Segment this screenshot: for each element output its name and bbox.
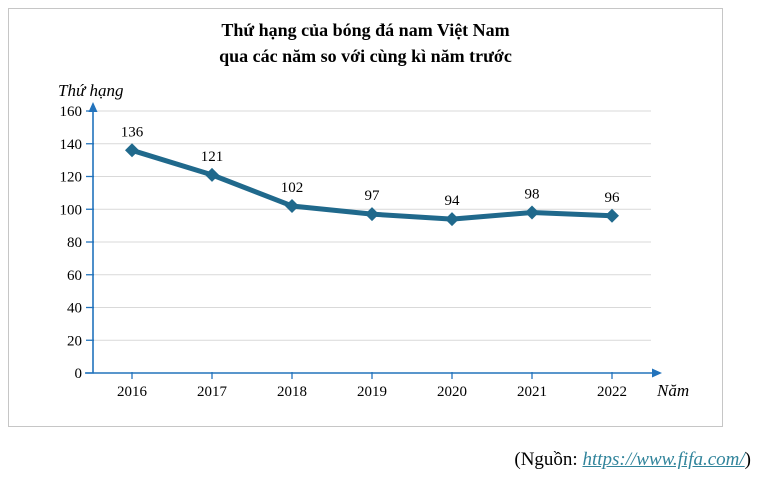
chart-container: Thứ hạng của bóng đá nam Việt Nam qua cá… bbox=[8, 8, 723, 427]
data-point-label: 97 bbox=[365, 188, 381, 204]
data-point-label: 94 bbox=[445, 193, 461, 209]
data-point-label: 121 bbox=[201, 149, 224, 165]
x-axis-arrow bbox=[652, 368, 662, 378]
data-point-marker bbox=[605, 208, 619, 223]
x-axis-title: Năm bbox=[656, 381, 689, 400]
y-tick-label: 60 bbox=[67, 268, 82, 284]
y-tick-label: 40 bbox=[67, 301, 82, 317]
year-label: 2022 bbox=[597, 384, 627, 400]
y-tick-label: 20 bbox=[67, 333, 82, 349]
source-caption: (Nguồn: https://www.fifa.com/) bbox=[514, 449, 751, 471]
y-tick-label: 0 bbox=[75, 366, 83, 382]
source-prefix: (Nguồn: bbox=[514, 449, 583, 470]
year-label: 2017 bbox=[197, 384, 228, 400]
source-link[interactable]: https://www.fifa.com/ bbox=[582, 449, 745, 470]
y-tick-label: 160 bbox=[60, 104, 83, 120]
data-point-marker bbox=[525, 205, 539, 220]
year-label: 2016 bbox=[117, 384, 148, 400]
data-point-marker bbox=[445, 212, 459, 227]
data-point-label: 102 bbox=[281, 180, 304, 196]
data-point-label: 136 bbox=[121, 124, 144, 140]
y-axis-arrow bbox=[88, 102, 98, 112]
y-axis-title: Thứ hạng bbox=[58, 81, 123, 100]
y-tick-label: 80 bbox=[67, 235, 82, 251]
data-point-label: 98 bbox=[525, 187, 540, 203]
data-point-label: 96 bbox=[605, 190, 621, 206]
plot-svg: 0 20 40 60 80 100 120 140 160 2016 2017 2018 2019 202… bbox=[58, 81, 689, 400]
year-label: 2019 bbox=[357, 384, 387, 400]
source-suffix: ) bbox=[744, 449, 751, 470]
y-tick-label: 140 bbox=[60, 137, 83, 153]
data-point-marker bbox=[205, 167, 219, 182]
y-tick-label: 120 bbox=[60, 170, 83, 186]
year-label: 2018 bbox=[277, 384, 307, 400]
y-tick-label: 100 bbox=[60, 202, 83, 218]
year-label: 2020 bbox=[437, 384, 467, 400]
data-point-marker bbox=[125, 143, 139, 158]
data-point-marker bbox=[365, 207, 379, 222]
year-label: 2021 bbox=[517, 384, 547, 400]
data-point-marker bbox=[285, 198, 299, 213]
